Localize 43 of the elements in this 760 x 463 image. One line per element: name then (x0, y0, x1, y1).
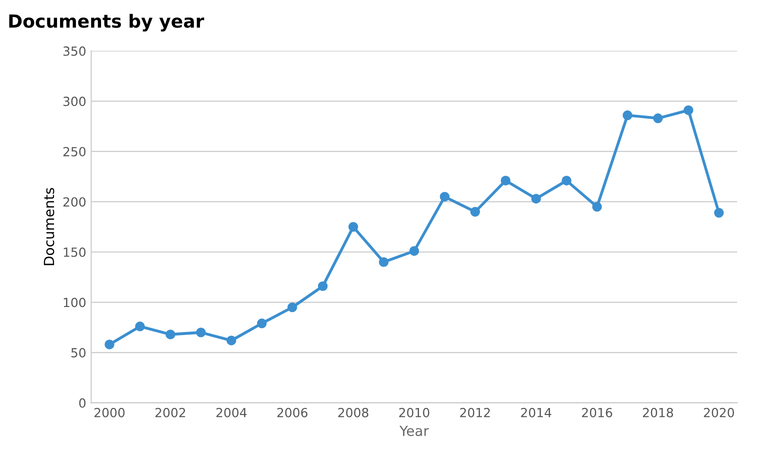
point (135, 322, 145, 332)
x-tick-label: 2004 (216, 408, 247, 418)
y-tick-label: 350 (63, 46, 86, 56)
y-tick-label: 0 (79, 398, 86, 408)
point (226, 336, 236, 346)
point (287, 302, 298, 312)
y-tick-label: 50 (71, 348, 86, 358)
point (500, 176, 510, 186)
point (470, 206, 480, 217)
point (562, 176, 572, 186)
x-tick-label: 2010 (399, 408, 430, 418)
x-tick-label: 2020 (704, 408, 734, 418)
y-tick-label: 200 (63, 197, 86, 207)
x-tick-label: 2008 (338, 408, 368, 418)
x-tick-label: 2018 (642, 408, 674, 418)
x-tick-label: 2000 (94, 408, 125, 418)
point (348, 222, 358, 232)
point (714, 208, 724, 218)
y-axis-title: Documents (44, 188, 54, 266)
chart-title: Documents by year (9, 14, 204, 32)
y-tick-label: 150 (64, 247, 86, 257)
point (592, 202, 602, 212)
point (531, 194, 541, 204)
point (409, 246, 420, 256)
point (166, 330, 176, 340)
point (684, 105, 694, 116)
point (104, 340, 114, 350)
point (318, 281, 328, 292)
x-tick-label: 2006 (277, 408, 308, 418)
point (196, 328, 206, 338)
y-tick-label: 100 (64, 298, 86, 308)
x-tick-label: 2016 (582, 408, 612, 418)
y-tick-label: 250 (63, 146, 86, 156)
x-tick-label: 2002 (155, 408, 186, 418)
y-tick-label: 300 (63, 96, 86, 106)
x-tick-label: 2012 (460, 408, 490, 418)
x-tick-label: 2014 (521, 408, 552, 418)
point (256, 318, 267, 328)
x-axis-title: Year (399, 426, 429, 436)
point (378, 257, 389, 267)
point (653, 113, 663, 124)
point (622, 110, 632, 120)
point (440, 192, 450, 202)
